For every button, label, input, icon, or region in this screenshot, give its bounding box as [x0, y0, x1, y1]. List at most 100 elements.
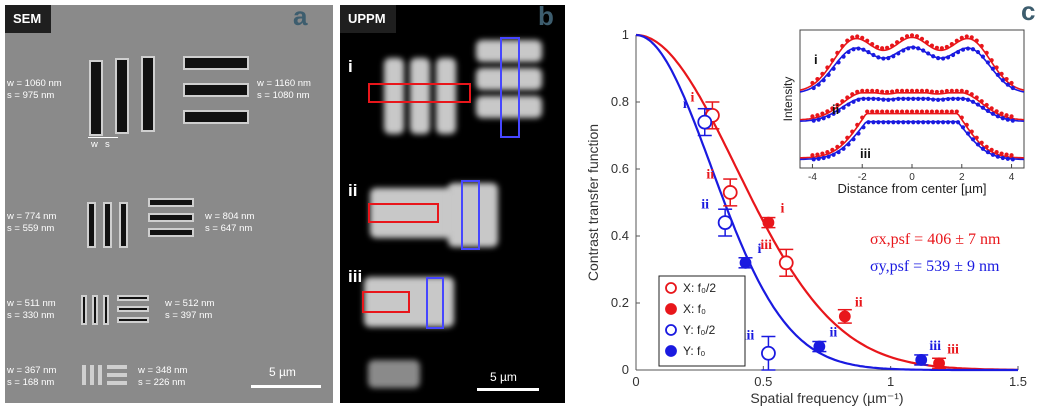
inset-profile-point: [835, 144, 840, 149]
inset-profile-point: [999, 151, 1004, 156]
sem-bar: [117, 306, 149, 312]
sem-bar: [117, 317, 149, 323]
inset-profile-point: [870, 88, 875, 93]
x-tick-label: 1: [887, 374, 894, 389]
psf-blob: [476, 68, 542, 90]
x-tick-label: 0.5: [754, 374, 772, 389]
inset-profile-point: [904, 88, 910, 93]
inset-profile-point: [960, 96, 966, 102]
inset-profile-point: [866, 120, 871, 125]
inset-profile-point: [970, 47, 976, 52]
inset-profile-point: [939, 109, 944, 114]
inset-profile-point: [926, 51, 931, 56]
x-axis-label: Spatial frequency (µm⁻¹): [750, 390, 903, 406]
inset-profile-point: [984, 102, 989, 108]
inset-profile-point: [1005, 156, 1010, 161]
sigma-y-annotation: σy,psf = 539 ± 9 nm: [870, 258, 1000, 275]
inset-profile-point: [820, 71, 825, 76]
inset-profile-point: [955, 120, 961, 125]
inset-profile-point: [825, 150, 830, 155]
label-s: s = 975 nm: [7, 90, 55, 101]
inset-profile-point: [815, 152, 820, 157]
inset-profile-point: [944, 44, 949, 50]
roi-box-x: [362, 291, 410, 313]
inset-profile-point: [959, 115, 964, 120]
inset-profile-point: [934, 89, 939, 95]
inset-profile-point: [1004, 76, 1009, 82]
label-s: s = 397 nm: [165, 310, 213, 321]
inset-profile-point: [876, 55, 881, 60]
inset-profile-point: [830, 147, 835, 152]
inset-profile-point: [855, 89, 860, 94]
inset-profile-point: [921, 120, 926, 125]
inset-profile-point: [911, 120, 916, 125]
inset-profile-point: [934, 109, 939, 114]
inset-profile-point: [870, 42, 875, 47]
sem-bar: [89, 60, 103, 136]
sem-bar: [81, 295, 87, 325]
x-tick-label: 1.5: [1009, 374, 1027, 389]
inset-profile-point: [861, 125, 866, 130]
label-w: w = 512 nm: [165, 298, 215, 309]
inset-profile-point: [964, 34, 969, 39]
inset-profile-point: [880, 46, 885, 51]
inset-profile-point: [1004, 152, 1009, 157]
inset-profile-point: [811, 85, 816, 91]
inset-profile-point: [954, 109, 959, 114]
inset-profile-point: [825, 109, 830, 114]
panel-letter-c: c: [1021, 0, 1036, 26]
s-marker: s: [105, 139, 110, 150]
inset-profile-point: [994, 65, 999, 70]
inset-profile-point: [889, 43, 895, 48]
inset-profile-point: [815, 113, 820, 118]
inset-profile-point: [889, 109, 895, 114]
inset-profile-point: [865, 38, 870, 43]
data-point: [722, 185, 738, 200]
inset-profile-point: [1010, 118, 1015, 123]
inset-profile-point: [980, 105, 986, 110]
inset-x-tick-label: 4: [1009, 172, 1015, 183]
label-w: w = 348 nm: [138, 365, 188, 376]
inset-profile-point: [851, 99, 856, 104]
inset-profile-point: [931, 120, 936, 125]
inset-profile-point: [975, 142, 981, 147]
inset-profile-point: [906, 96, 911, 102]
inset-profile-point: [820, 111, 825, 116]
section-label-i: i: [348, 57, 353, 76]
scale-bar-label: 5 µm: [269, 365, 296, 379]
psf-blob: [410, 58, 430, 134]
inset-profile-point: [949, 42, 954, 47]
scale-bar: [477, 388, 539, 391]
inset-profile-point: [965, 131, 971, 136]
inset-profile-point: [871, 120, 876, 125]
inset-profile-point: [866, 96, 871, 102]
inset-profile-point: [919, 109, 925, 114]
inset-profile-point: [909, 109, 915, 114]
inset-profile-point: [954, 88, 959, 93]
sem-bar: [183, 110, 249, 124]
inset-profile-point: [984, 144, 989, 149]
x-tick-label: 0: [632, 374, 639, 389]
inset-profile-point: [891, 54, 896, 59]
data-point: [915, 354, 928, 366]
inset-profile-point: [974, 38, 979, 43]
inset-profile-point: [906, 46, 911, 51]
inset-profile-point: [941, 97, 946, 102]
inset-profile-point: [901, 48, 906, 53]
sem-bar: [148, 213, 194, 222]
label-s: s = 330 nm: [7, 310, 55, 321]
inset-profile-point: [831, 111, 836, 116]
sem-bar: [115, 58, 129, 134]
data-point: [762, 216, 775, 229]
inset-profile-point: [959, 35, 964, 40]
label-w: w = 1160 nm: [257, 78, 311, 89]
inset-profile-point: [846, 142, 851, 147]
label-s: s = 226 nm: [138, 377, 186, 388]
inset-profile-point: [836, 60, 841, 65]
inset-profile-point: [876, 120, 881, 125]
sem-bar: [119, 202, 128, 248]
roi-box-y: [461, 180, 480, 250]
uppm-panel: UPPM b i ii iii 5 µm: [340, 5, 565, 403]
inset-profile-point: [926, 120, 931, 125]
